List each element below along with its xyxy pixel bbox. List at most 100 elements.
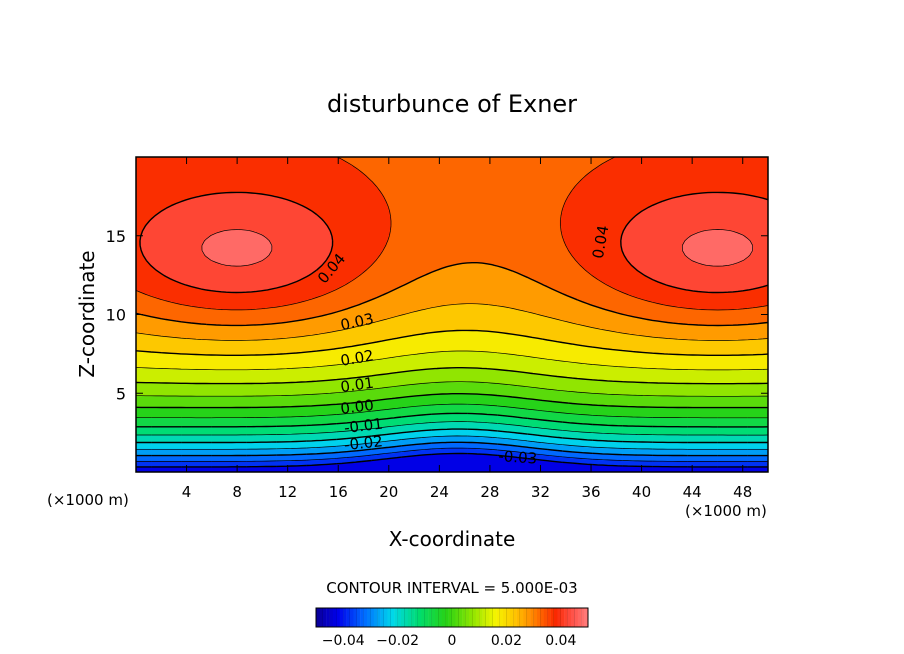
colorbar-tick-label: −0.04 (322, 633, 365, 649)
colorbar-segment (367, 608, 371, 627)
colorbar-segment (581, 608, 585, 627)
contour-label: 0.04 (589, 224, 613, 260)
x-tick-label: 20 (379, 483, 398, 501)
colorbar-tick-label: 0 (448, 633, 457, 649)
colorbar-segment (339, 608, 344, 627)
colorbar-segment (509, 608, 514, 627)
colorbar-segment (353, 608, 357, 627)
colorbar-segment (530, 608, 534, 627)
colorbar-segment (465, 608, 470, 627)
colorbar-segment (363, 608, 368, 627)
contour-line (136, 421, 769, 436)
colorbar-segment (523, 608, 527, 627)
contour-line (135, 262, 769, 327)
colorbar-segment (537, 608, 541, 627)
colorbar-segment (350, 608, 354, 627)
colorbar-tick-label: −0.02 (376, 633, 419, 649)
contour-label: 0.00 (339, 396, 374, 418)
colorbar-tick-label: 0.04 (545, 633, 576, 649)
colorbar-segment (567, 608, 572, 627)
colorbar-segment (506, 608, 510, 627)
colorbar-segment (414, 608, 419, 627)
colorbar-segment (322, 608, 327, 627)
colorbar-tick-label: 0.02 (491, 633, 522, 649)
y-axis-ticks: 5 10 15 (106, 227, 768, 403)
heatmap-field (136, 157, 768, 472)
colorbar-segment (543, 608, 548, 627)
contour-label: -0.02 (343, 432, 383, 454)
contour-line (201, 229, 754, 267)
colorbar-segment (411, 608, 415, 627)
y-tick-label: 5 (116, 384, 126, 403)
plot-area: 0.040.040.030.020.010.00-0.01-0.02-0.03 (135, 156, 769, 473)
contour-label: -0.01 (343, 415, 384, 438)
colorbar-segment (360, 608, 364, 627)
colorbar-segment (458, 608, 463, 627)
x-axis-ticks: 4 8 12 16 20 24 28 32 36 40 44 48 (182, 157, 752, 501)
contour-line (135, 367, 769, 385)
colorbar-segment (475, 608, 480, 627)
x-tick-label: 8 (232, 483, 242, 501)
colorbar-segment (421, 608, 425, 627)
contour-line (136, 452, 768, 468)
colorbar-segment (329, 608, 334, 627)
contour-lines (135, 156, 769, 468)
contour-line (135, 303, 769, 341)
colorbar-segment (326, 608, 330, 627)
colorbar-segment (428, 608, 432, 627)
colorbar-segment (479, 608, 483, 627)
colorbar-segment (455, 608, 459, 627)
colorbar-segment (407, 608, 412, 627)
colorbar-segment (387, 608, 391, 627)
contour-line (135, 156, 769, 311)
contour-line (135, 393, 768, 409)
colorbar-segment (435, 608, 439, 627)
colorbar-segment (441, 608, 446, 627)
colorbar-segment (550, 608, 555, 627)
colorbar-segment (560, 608, 565, 627)
x-tick-label: 16 (329, 483, 348, 501)
colorbar-segment (336, 608, 340, 627)
contour-label: -0.03 (498, 447, 538, 468)
x-tick-label: 12 (278, 483, 297, 501)
colorbar-segment (540, 608, 544, 627)
chart-title: disturbunce of Exner (327, 90, 577, 118)
x-tick-label: 36 (581, 483, 600, 501)
colorbar-segment (571, 608, 575, 627)
x-tick-label: 40 (632, 483, 651, 501)
y-tick-label: 15 (106, 227, 126, 246)
colorbar-segment (397, 608, 402, 627)
colorbar-segment (564, 608, 568, 627)
x-tick-label: 24 (430, 483, 449, 501)
colorbar-segment (469, 608, 473, 627)
colorbar-segment (319, 608, 323, 627)
colorbar-segment (346, 608, 351, 627)
colorbar-segment (520, 608, 524, 627)
colorbar-segment (486, 608, 490, 627)
colorbar-segment (438, 608, 442, 627)
colorbar-segment (316, 608, 320, 627)
colorbar-segment (452, 608, 456, 627)
x-tick-label: 44 (683, 483, 702, 501)
x-tick-label: 28 (480, 483, 499, 501)
x-tick-label: 32 (531, 483, 550, 501)
colorbar-segment (547, 608, 551, 627)
x-tick-label: 4 (182, 483, 192, 501)
contour-label: 0.01 (339, 374, 375, 396)
x-unit-right: (×1000 m) (685, 502, 767, 520)
colorbar-tick-labels: −0.04 −0.02 0 0.02 0.04 (322, 633, 577, 649)
colorbar-segment (404, 608, 408, 627)
colorbar-segment (373, 608, 378, 627)
contour-line (135, 329, 769, 356)
colorbar-segment (462, 608, 466, 627)
colorbar-segment (390, 608, 395, 627)
y-tick-label: 10 (106, 306, 126, 325)
colorbar-segment (499, 608, 504, 627)
colorbar-segment (380, 608, 385, 627)
colorbar-segment (394, 608, 398, 627)
colorbar-segment (384, 608, 388, 627)
colorbar-segment (333, 608, 337, 627)
colorbar-segment (448, 608, 453, 627)
colorbar-segment (431, 608, 436, 627)
colorbar-segment (424, 608, 429, 627)
